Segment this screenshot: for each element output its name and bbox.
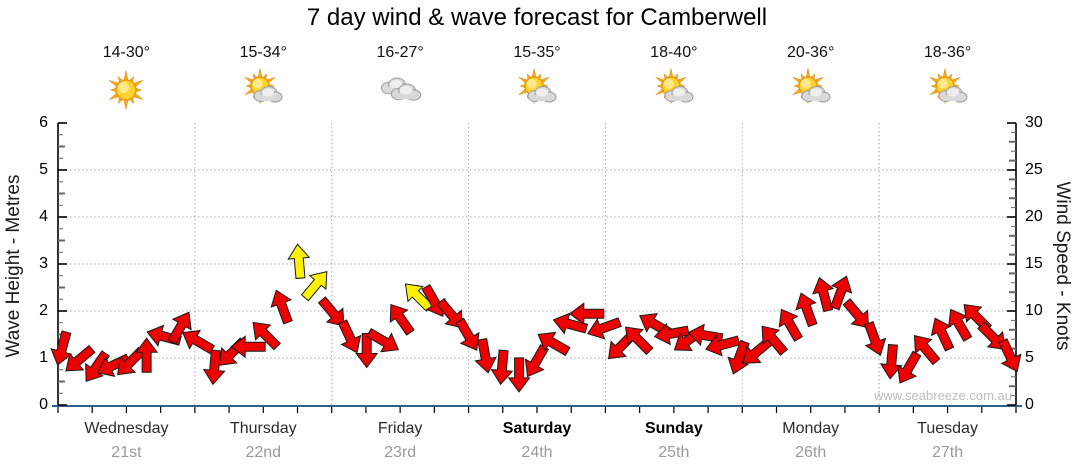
wind-arrow — [389, 303, 415, 336]
wind-arrow — [998, 338, 1022, 373]
left-tick-0: 0 — [39, 396, 48, 413]
wind-arrow — [930, 317, 955, 352]
cloud-shape — [801, 86, 831, 103]
wind-arrow — [365, 328, 400, 353]
temperature-range-friday: 16-27° — [376, 44, 424, 61]
right-tick-20: 20 — [1025, 208, 1043, 225]
partly-cloudy-icon — [518, 68, 557, 104]
wind-arrow — [778, 308, 803, 342]
wind-arrow — [830, 275, 853, 311]
wind-arrow — [230, 335, 266, 359]
partly-cloudy-icon — [655, 68, 694, 104]
right-tick-30: 30 — [1025, 114, 1043, 131]
temperature-range-tuesday: 18-36° — [923, 44, 972, 61]
partly-cloudy-icon — [244, 68, 283, 104]
left-tick-3: 3 — [39, 255, 48, 272]
left-tick-6: 6 — [39, 114, 48, 131]
wind-arrow — [181, 329, 216, 355]
date-label-24th: 24th — [521, 444, 553, 461]
temperature-range-sunday: 18-40° — [650, 44, 698, 61]
wind-arrow — [507, 357, 531, 393]
wind-arrow — [879, 343, 903, 380]
date-label-21st: 21st — [111, 444, 142, 461]
wind-arrow — [455, 317, 480, 351]
wind-arrow — [552, 312, 589, 335]
wind-arrow — [287, 243, 311, 280]
wind-arrow — [586, 317, 622, 340]
wind-arrow — [624, 326, 654, 356]
partly-cloudy-icon — [929, 68, 968, 104]
right-tick-15: 15 — [1025, 255, 1043, 272]
wind-arrow — [913, 334, 941, 366]
wind-arrow — [704, 334, 741, 357]
wind-arrow — [897, 350, 922, 384]
left-tick-1: 1 — [39, 349, 48, 366]
wind-arrow — [65, 344, 96, 372]
wind-arrow — [568, 302, 605, 326]
right-tick-5: 5 — [1025, 349, 1034, 366]
day-label-wednesday: Wednesday — [84, 420, 169, 437]
temperature-range-monday: 20-36° — [787, 44, 835, 61]
temperature-range-wednesday: 14-30° — [102, 44, 151, 61]
day-label-monday: Monday — [782, 420, 840, 437]
wind-arrow — [537, 331, 571, 357]
date-label-26th: 26th — [795, 444, 827, 461]
day-label-sunday: Sunday — [644, 420, 703, 437]
wind-arrow — [474, 337, 497, 374]
axis-ticks — [57, 122, 1017, 413]
cloud-shape — [664, 86, 694, 103]
wind-arrow — [863, 321, 887, 356]
day-label-thursday: Thursday — [229, 420, 297, 437]
temperature-range-saturday: 15-35° — [513, 44, 561, 61]
wind-arrow-series — [50, 243, 1022, 393]
wind-arrow — [795, 292, 818, 328]
wind-arrow — [202, 349, 226, 386]
day-label-saturday: Saturday — [502, 420, 572, 437]
date-label-23rd: 23rd — [384, 444, 417, 461]
wind-arrow — [270, 289, 293, 325]
left-tick-5: 5 — [39, 161, 48, 178]
left-tick-4: 4 — [39, 208, 48, 225]
cloud-shape — [527, 86, 557, 103]
wind-arrow — [252, 321, 282, 351]
day-label-tuesday: Tuesday — [917, 420, 978, 437]
wind-arrow — [85, 350, 111, 383]
wind-arrow — [842, 298, 870, 329]
right-tick-25: 25 — [1025, 161, 1043, 178]
wind-arrow — [337, 319, 362, 354]
right-tick-0: 0 — [1025, 396, 1034, 413]
watermark: www.seabreeze.com.au — [873, 388, 1012, 403]
chart-title: 7 day wind & wave forecast for Camberwel… — [306, 4, 768, 31]
wind-arrow — [436, 298, 463, 329]
wind-arrow — [167, 311, 192, 345]
wind-arrow — [355, 333, 379, 369]
cloud-shape — [938, 86, 968, 103]
gridlines — [58, 123, 1016, 405]
wind-arrow — [761, 325, 789, 356]
partly-cloudy-icon — [792, 68, 831, 104]
right-tick-10: 10 — [1025, 302, 1043, 319]
wind-arrow — [317, 296, 345, 327]
cloud-shape — [390, 83, 422, 101]
wind-arrow — [812, 276, 835, 313]
temperature-range-thursday: 15-34° — [239, 44, 287, 61]
cloud-shape — [253, 86, 283, 103]
sunny-icon — [109, 70, 144, 110]
date-label-22nd: 22nd — [245, 444, 282, 461]
date-label-27th: 27th — [931, 444, 964, 461]
wind-arrow — [653, 322, 690, 346]
cloudy-icon — [380, 77, 422, 101]
wind-arrow — [135, 337, 159, 373]
left-tick-2: 2 — [39, 302, 48, 319]
wind-arrow — [490, 349, 514, 386]
wind-arrow — [300, 271, 328, 302]
date-label-25th: 25th — [658, 444, 690, 461]
wind-arrow — [727, 339, 750, 375]
day-label-friday: Friday — [377, 420, 423, 437]
